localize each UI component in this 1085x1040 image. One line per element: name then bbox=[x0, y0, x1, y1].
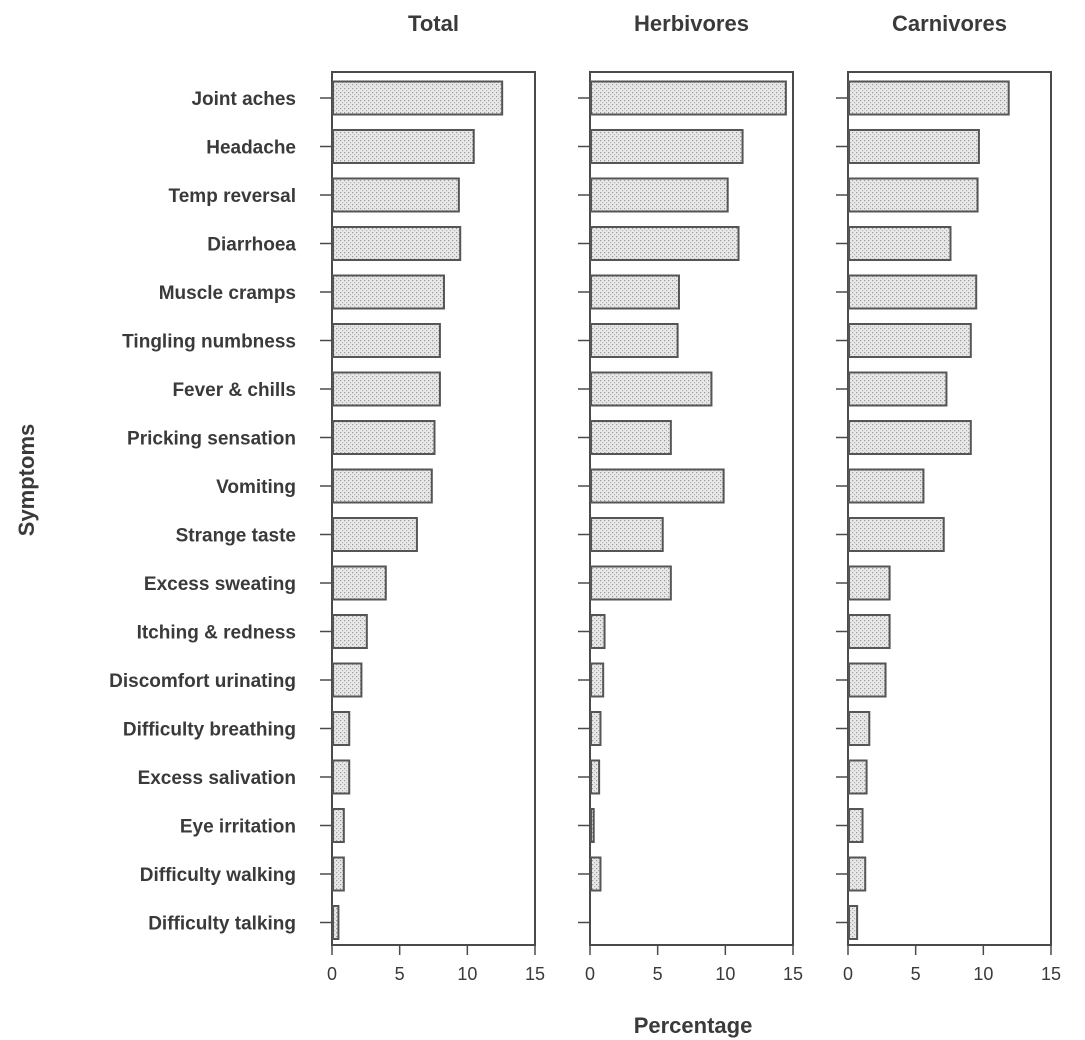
bar bbox=[332, 177, 460, 213]
category-label: Fever & chills bbox=[172, 380, 296, 401]
bar bbox=[848, 226, 952, 261]
category-label: Strange taste bbox=[176, 526, 296, 547]
category-label: Vomiting bbox=[216, 477, 296, 498]
bar bbox=[590, 177, 729, 213]
bar bbox=[848, 274, 978, 310]
bar bbox=[848, 323, 972, 358]
bar bbox=[332, 662, 363, 698]
category-label: Eye irritation bbox=[180, 817, 296, 838]
bar bbox=[848, 468, 925, 504]
x-tick-label: 10 bbox=[715, 964, 735, 984]
bar bbox=[332, 856, 345, 892]
bar bbox=[332, 323, 441, 358]
bar bbox=[590, 759, 601, 795]
x-tick-label: 5 bbox=[395, 964, 405, 984]
bar bbox=[848, 711, 871, 746]
panel-title: Herbivores bbox=[634, 11, 749, 36]
bar bbox=[590, 468, 725, 504]
bar bbox=[848, 808, 864, 843]
bar bbox=[590, 274, 680, 310]
bar bbox=[848, 662, 887, 698]
bar bbox=[590, 323, 679, 358]
bar bbox=[590, 808, 595, 843]
category-label: Excess salivation bbox=[138, 768, 296, 789]
bar bbox=[590, 614, 606, 649]
category-label: Itching & redness bbox=[137, 623, 296, 644]
category-label: Difficulty walking bbox=[140, 865, 296, 886]
bar bbox=[332, 759, 351, 795]
x-axis-title: Percentage bbox=[634, 1013, 753, 1038]
bar bbox=[332, 226, 462, 261]
bar bbox=[332, 371, 441, 407]
x-tick-label: 0 bbox=[585, 964, 595, 984]
bar bbox=[590, 856, 602, 892]
bar bbox=[590, 420, 672, 455]
x-tick-label: 10 bbox=[457, 964, 477, 984]
panel-title: Total bbox=[408, 11, 459, 36]
bar bbox=[848, 614, 891, 649]
x-tick-label: 0 bbox=[327, 964, 337, 984]
bar bbox=[590, 80, 787, 116]
x-tick-label: 15 bbox=[783, 964, 803, 984]
bar bbox=[332, 517, 418, 552]
bar bbox=[332, 468, 433, 504]
bar bbox=[848, 420, 972, 455]
bar bbox=[590, 517, 664, 552]
category-label: Joint aches bbox=[191, 89, 296, 110]
bar bbox=[848, 80, 1010, 116]
bar bbox=[848, 856, 867, 892]
bar bbox=[332, 129, 475, 164]
bar bbox=[590, 226, 740, 261]
category-label: Temp reversal bbox=[169, 186, 296, 207]
bar bbox=[590, 371, 713, 407]
bar bbox=[332, 274, 445, 310]
panel-herbivores: Herbivores 0 5 10 15 bbox=[578, 11, 803, 984]
y-axis-title: Symptoms bbox=[14, 424, 39, 536]
category-label: Muscle cramps bbox=[159, 283, 296, 304]
bar bbox=[848, 565, 891, 601]
bar bbox=[332, 905, 340, 940]
x-tick-label: 5 bbox=[911, 964, 921, 984]
bar bbox=[848, 371, 948, 407]
category-label: Excess sweating bbox=[144, 574, 296, 595]
category-label: Diarrhoea bbox=[207, 235, 296, 256]
category-label: Discomfort urinating bbox=[109, 671, 296, 692]
panel-frame bbox=[847, 71, 1052, 946]
bar bbox=[848, 177, 979, 213]
category-label: Pricking sensation bbox=[127, 429, 296, 450]
category-label: Difficulty talking bbox=[148, 914, 296, 935]
bar bbox=[332, 80, 504, 116]
bar bbox=[332, 711, 351, 746]
bar bbox=[848, 129, 980, 164]
panel-frame bbox=[589, 71, 794, 946]
bar bbox=[332, 565, 387, 601]
x-tick-label: 0 bbox=[843, 964, 853, 984]
chart-panels: Joint aches Headache Temp reversal Diarrhoe… bbox=[109, 11, 1061, 984]
bar bbox=[848, 517, 945, 552]
bar bbox=[590, 711, 602, 746]
bar bbox=[332, 808, 345, 843]
bar bbox=[848, 759, 868, 795]
panel-carnivores: Carnivores 0 5 10 15 bbox=[836, 11, 1061, 984]
category-label: Difficulty breathing bbox=[123, 720, 296, 741]
bar bbox=[332, 420, 436, 455]
panel-total: Total 0 5 10 15 bbox=[320, 11, 545, 984]
panel-frame bbox=[331, 71, 536, 946]
bar bbox=[590, 129, 744, 164]
x-tick-label: 15 bbox=[525, 964, 545, 984]
bar bbox=[848, 905, 859, 940]
category-label: Headache bbox=[206, 138, 296, 159]
x-tick-label: 5 bbox=[653, 964, 663, 984]
panel-title: Carnivores bbox=[892, 11, 1007, 36]
category-label: Tingling numbness bbox=[122, 332, 296, 353]
bar bbox=[590, 565, 672, 601]
bar bbox=[332, 614, 368, 649]
x-tick-label: 15 bbox=[1041, 964, 1061, 984]
bar bbox=[590, 662, 605, 698]
x-tick-label: 10 bbox=[973, 964, 993, 984]
